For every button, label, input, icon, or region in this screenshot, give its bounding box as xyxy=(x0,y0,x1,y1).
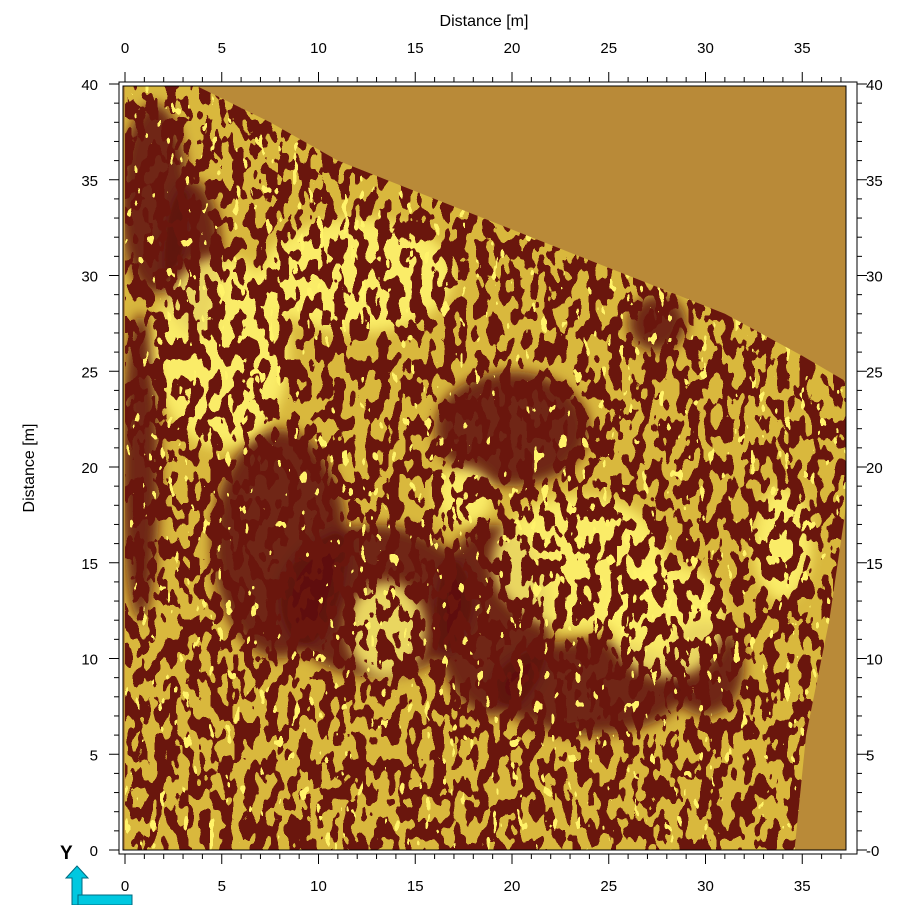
dark-anomaly xyxy=(125,313,160,621)
outer-frame xyxy=(118,81,858,855)
x-tick-label-top: 25 xyxy=(600,40,617,57)
bright-anomaly xyxy=(434,467,493,525)
y-tick-label-left: 35 xyxy=(81,173,98,190)
y-tick-label-left: 0 xyxy=(90,843,98,860)
y-tick-label-left: 10 xyxy=(81,652,98,669)
y-tick-label-right: 15 xyxy=(866,556,883,573)
orientation-indicator: Y xyxy=(60,843,133,905)
y-axis-right: -0 5 10 15 20 25 30 35 40 xyxy=(866,77,883,860)
x-axis-top: 0 5 10 15 20 25 30 35 xyxy=(121,40,811,57)
x-tick-label-bottom: 0 xyxy=(121,878,129,895)
x-tick-label-top: 20 xyxy=(504,40,521,57)
y-tick-label-left: 15 xyxy=(81,556,98,573)
y-tick-label-right: -0 xyxy=(866,843,879,860)
y-tick-label-left: 5 xyxy=(90,747,98,764)
x-tick-label-bottom: 10 xyxy=(310,878,327,895)
y-tick-label-left: 20 xyxy=(81,460,98,477)
x-tick-label-top: 0 xyxy=(121,40,129,57)
y-axis-left: 0 5 10 15 20 25 30 35 40 xyxy=(81,77,98,860)
bright-anomaly xyxy=(753,486,812,602)
x-tick-label-top: 35 xyxy=(794,40,811,57)
y-tick-label-left: 40 xyxy=(81,77,98,94)
bright-anomaly xyxy=(347,581,425,678)
x-tick-label-bottom: 20 xyxy=(504,878,521,895)
x-direction-arrow-icon xyxy=(77,894,133,905)
bright-anomaly xyxy=(608,562,725,678)
y-axis-title: Distance [m] xyxy=(21,424,38,513)
x-tick-label-bottom: 30 xyxy=(697,878,714,895)
y-tick-label-right: 10 xyxy=(866,652,883,669)
y-tick-label-right: 25 xyxy=(866,364,883,381)
x-tick-label-bottom: 35 xyxy=(794,878,811,895)
axis-ticks xyxy=(109,72,867,864)
y-tick-label-left: 25 xyxy=(81,364,98,381)
y-tick-label-right: 5 xyxy=(866,747,874,764)
x-tick-label-top: 30 xyxy=(697,40,714,57)
y-tick-label-right: 20 xyxy=(866,460,883,477)
x-axis-bottom: 0 5 10 15 20 25 30 35 xyxy=(121,878,811,895)
y-tick-label-left: 30 xyxy=(81,269,98,286)
y-tick-label-right: 40 xyxy=(866,77,883,94)
x-tick-label-top: 15 xyxy=(407,40,424,57)
y-tick-label-right: 35 xyxy=(866,173,883,190)
plot-frame xyxy=(122,85,847,851)
dark-anomaly xyxy=(434,371,590,487)
x-tick-label-top: 5 xyxy=(218,40,226,57)
dark-anomaly xyxy=(628,294,687,353)
bright-anomaly xyxy=(154,256,290,448)
x-axis-title: Distance [m] xyxy=(440,13,529,30)
x-tick-label-bottom: 5 xyxy=(218,878,226,895)
x-tick-label-bottom: 25 xyxy=(600,878,617,895)
x-tick-label-top: 10 xyxy=(310,40,327,57)
bright-anomaly xyxy=(260,218,454,333)
y-axis-indicator-label: Y xyxy=(60,843,73,864)
x-tick-label-bottom: 15 xyxy=(407,878,424,895)
y-tick-label-right: 30 xyxy=(866,269,883,286)
